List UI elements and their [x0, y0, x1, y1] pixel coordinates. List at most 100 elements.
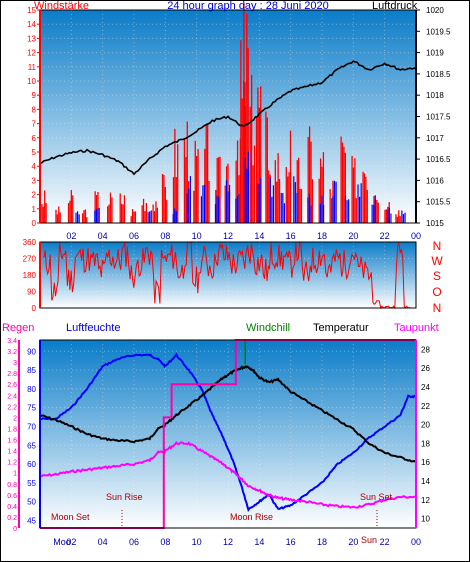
- temperature-tick: 22: [421, 402, 430, 411]
- panel1-right-tick: 1020: [426, 6, 444, 15]
- rain-tick: 0.4: [7, 504, 17, 511]
- panel1-left-tick: 2: [32, 191, 37, 200]
- panel2-left-tick: 0: [32, 304, 37, 313]
- temperature-tick: 18: [421, 439, 430, 448]
- panel1-left-tick: 5: [32, 148, 37, 157]
- temperature-line: [39, 365, 417, 464]
- panel2-background: [40, 242, 416, 308]
- panel3-x-tick: Moo: [53, 537, 71, 547]
- temperature-tick: 12: [421, 496, 430, 505]
- panel3-x-tick: 14: [254, 537, 264, 547]
- panel1-left-tick: 15: [27, 6, 36, 15]
- temperature-label: Temperatur: [313, 322, 369, 334]
- panel3-x-tick: 00: [411, 537, 421, 547]
- chart-marks: [39, 3, 417, 529]
- panel1-right-tick: 1015: [426, 219, 444, 228]
- panel3-x-tick: 18: [317, 537, 327, 547]
- panel1-x-tick: 00: [411, 231, 421, 241]
- sun-annotation-bottom: Sun: [361, 535, 377, 545]
- panel3-x-tick: 12: [223, 537, 233, 547]
- panel1-right-tick: 1016: [426, 176, 444, 185]
- panel1-left-tick: 7: [32, 120, 37, 129]
- panel1-x-tick: 10: [192, 231, 202, 241]
- rain-tick: 0: [13, 526, 17, 533]
- compass-label-n-top: N: [433, 239, 442, 253]
- sun-rise-annotation: Sun Rise: [106, 492, 143, 502]
- temperature-tick: 20: [421, 421, 430, 430]
- humidity-tick: 75: [27, 404, 36, 413]
- wind-direction-line: [43, 241, 411, 310]
- panel1-right-tick: 1018.5: [426, 70, 451, 79]
- moon-rise-annotation: Moon Rise: [230, 512, 273, 522]
- humidity-label: Luftfeuchte: [66, 322, 120, 334]
- panel3-x-tick: 16: [286, 537, 296, 547]
- humidity-tick: 55: [27, 479, 36, 488]
- panel1-left-tick: 13: [27, 34, 36, 43]
- dewpoint-line: [39, 441, 417, 509]
- panel1-left-tick: 14: [27, 20, 36, 29]
- rain-tick: 1.4: [7, 449, 17, 456]
- panel3-x-tick: 20: [348, 537, 358, 547]
- panel1-right-tick: 1017: [426, 134, 444, 143]
- panel1-left-tick: 9: [32, 91, 37, 100]
- rain-tick: 2.6: [7, 382, 17, 389]
- panel1-x-tick: 08: [160, 231, 170, 241]
- compass-label-o: O: [432, 285, 441, 299]
- left-axis-title: Windstärke: [34, 0, 89, 12]
- rain-tick: 3: [13, 360, 17, 367]
- compass-label-n-bottom: N: [433, 301, 442, 315]
- humidity-tick: 80: [27, 385, 36, 394]
- temperature-tick: 24: [421, 383, 430, 392]
- rain-tick: 2.4: [7, 393, 17, 400]
- panel1-left-tick: 11: [28, 63, 37, 72]
- panel1-left-tick: 12: [27, 49, 36, 58]
- tick-labels: 012345678910111213141510151015.510161016…: [7, 6, 451, 547]
- humidity-tick: 65: [27, 441, 36, 450]
- panel3-x-tick: 04: [98, 537, 108, 547]
- panel3-x-tick: 06: [129, 537, 139, 547]
- temperature-tick: 10: [421, 515, 430, 524]
- panel3-background: [40, 340, 416, 528]
- panel1-x-tick: 14: [254, 231, 264, 241]
- rain-tick: 1: [13, 471, 17, 478]
- temperature-tick: 28: [421, 345, 430, 354]
- humidity-tick: 45: [27, 516, 36, 525]
- rain-tick: 0.2: [7, 515, 17, 522]
- rain-label: Regen: [2, 322, 34, 334]
- panel1-right-tick: 1019: [426, 49, 444, 58]
- rain-tick: 0.6: [7, 493, 17, 500]
- compass-label-w: W: [431, 254, 443, 268]
- rain-tick: 2.2: [7, 404, 17, 411]
- rain-tick: 1.6: [7, 438, 17, 445]
- panel1-left-tick: 4: [32, 162, 37, 171]
- rain-tick: 1.2: [7, 460, 17, 467]
- humidity-tick: 70: [27, 422, 36, 431]
- panel1-left-tick: 1: [32, 205, 37, 214]
- compass-label-s: S: [433, 269, 441, 283]
- panel1-left-tick: 0: [32, 219, 37, 228]
- rain-tick: 3.4: [7, 338, 17, 345]
- panel3-x-tick: 08: [160, 537, 170, 547]
- panel3-x-tick: 02: [66, 537, 76, 547]
- panel1-right-tick: 1019.5: [426, 27, 451, 36]
- rain-tick: 0.8: [7, 482, 17, 489]
- right-axis-title: Luftdruck: [372, 0, 418, 12]
- windchill-label: Windchill: [246, 322, 290, 334]
- panel1-x-tick: 12: [223, 231, 233, 241]
- chart-title: 24 hour graph day : 28 Juni 2020: [167, 0, 328, 12]
- panel1-right-tick: 1018: [426, 91, 444, 100]
- panel3-x-tick: 22: [380, 537, 390, 547]
- rain-tick: 3.2: [7, 349, 17, 356]
- panel1-left-tick: 6: [32, 134, 37, 143]
- panel1-x-tick: 22: [380, 231, 390, 241]
- sun-set-annotation: Sun Set: [360, 492, 393, 502]
- panel3-grid: [40, 340, 417, 528]
- rain-line: [40, 339, 416, 529]
- humidity-tick: 50: [27, 498, 36, 507]
- temperature-tick: 16: [421, 458, 430, 467]
- panel1-right-tick: 1015.5: [426, 198, 451, 207]
- panel1-x-tick: 18: [317, 231, 327, 241]
- rain-tick: 1.8: [7, 426, 17, 433]
- panel1-left-tick: 10: [27, 77, 36, 86]
